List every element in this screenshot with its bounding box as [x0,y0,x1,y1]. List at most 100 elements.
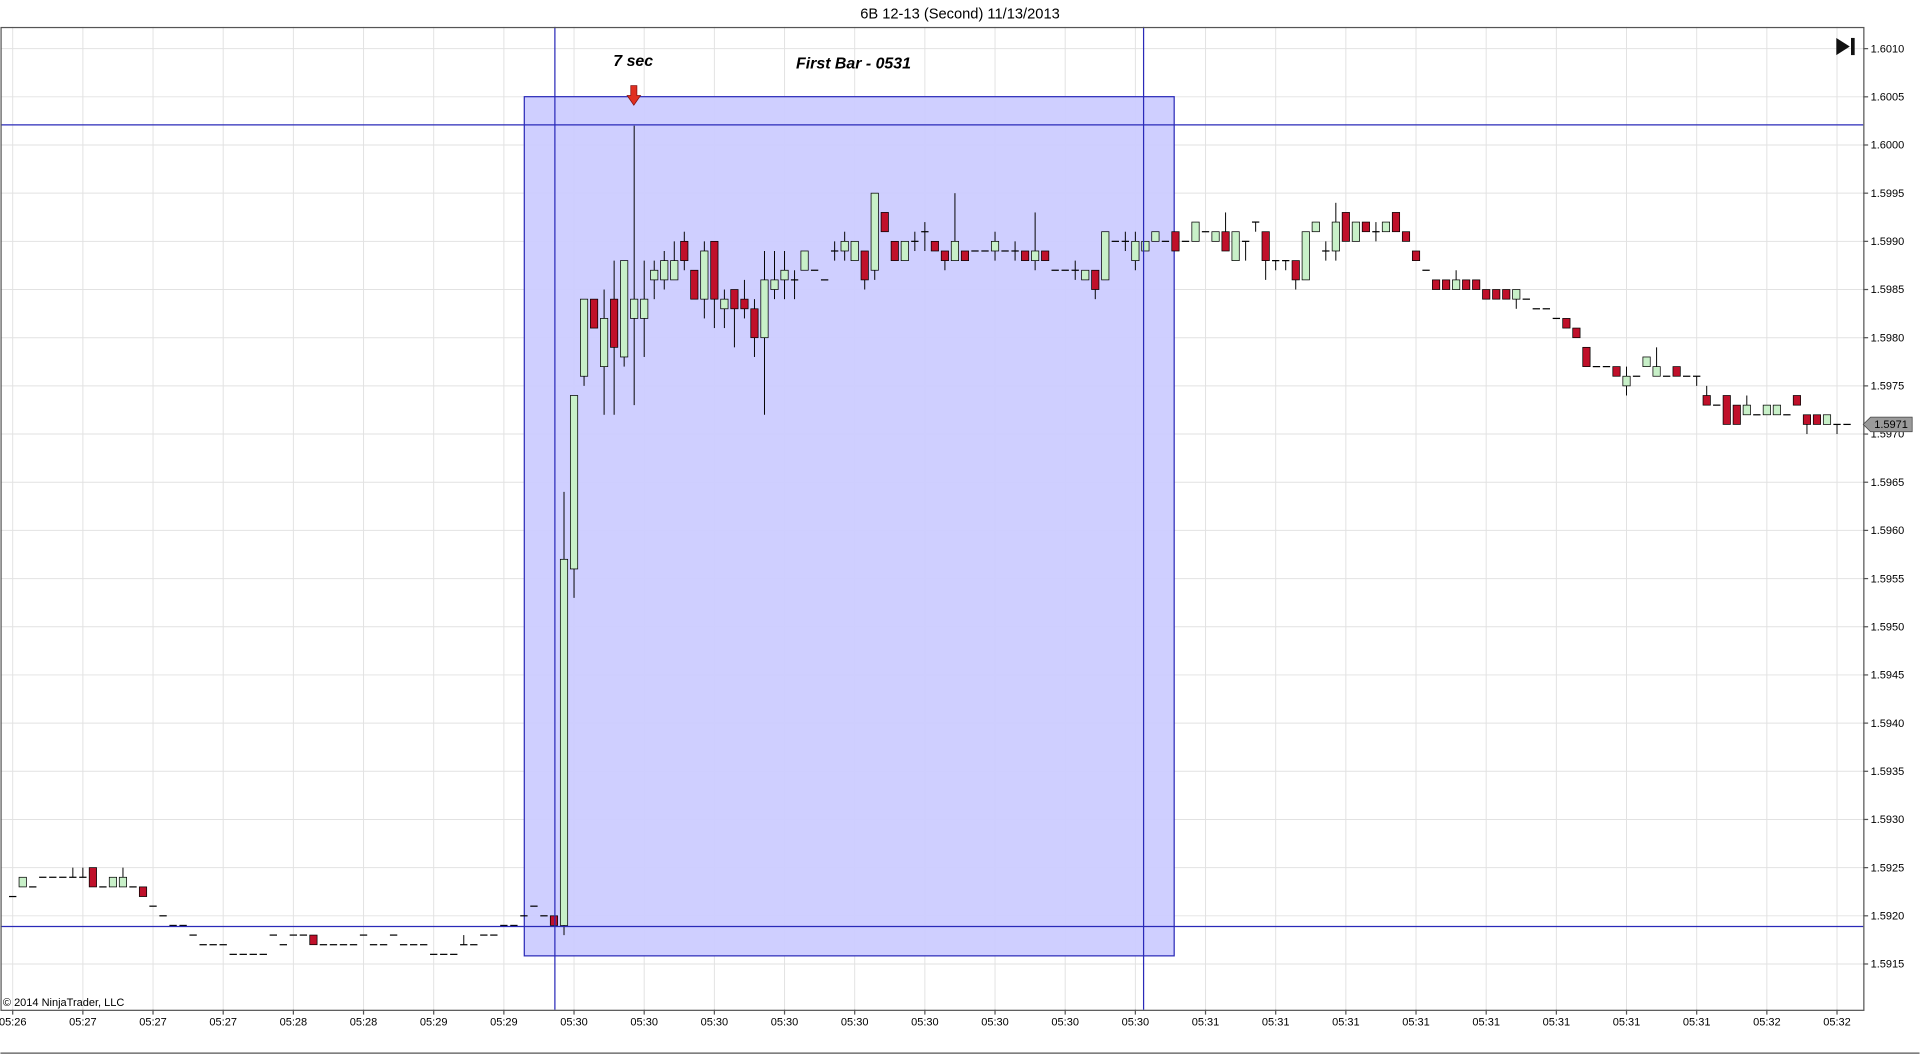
y-tick-label: 1.5980 [1871,332,1905,344]
y-tick-label: 1.5985 [1871,284,1905,296]
y-tick-label: 1.5935 [1871,766,1905,778]
candle-body [620,260,629,358]
x-tick-label: 05:31 [1192,1017,1220,1029]
candle-body [569,395,579,570]
candle-body [1351,221,1360,242]
x-tick-label: 05:31 [1613,1017,1641,1029]
candle-body [1432,279,1441,290]
candle-body [1562,318,1571,329]
candle-body [1361,221,1370,233]
shaded-rectangle [523,96,1175,957]
candle-body [108,876,117,888]
last-price-tag [1862,416,1913,433]
x-tick-label: 05:32 [1753,1017,1781,1029]
candle-body [1411,250,1421,261]
copyright: © 2014 NinjaTrader, LLC [3,997,124,1009]
candle-body [549,915,559,926]
candle-body [1482,289,1491,300]
x-tick-label: 05:30 [1051,1017,1079,1029]
candle-body [1301,231,1310,281]
candle-body [1492,289,1501,300]
candle-body [780,269,789,281]
candles [9,125,1851,955]
candle-body [660,260,669,281]
x-tick-label: 05:30 [841,1017,869,1029]
candle-body [1171,231,1180,252]
candle-body [880,212,889,233]
candle-body [1391,212,1401,233]
candle-body [1502,289,1511,300]
x-tick-label: 05:27 [209,1017,237,1029]
y-tick-label: 1.5990 [1871,236,1905,248]
candle-body [1442,279,1451,290]
last-price-label: 1.5971 [1874,419,1908,431]
candle-body [1452,279,1461,290]
candle-body [1622,375,1631,387]
candle-body [1822,414,1832,425]
candle-body [1572,327,1581,339]
candle-body [559,558,569,926]
scroll-end-button[interactable] [1836,37,1855,56]
candle-body [1722,395,1731,425]
x-tick-label: 05:29 [420,1017,448,1029]
y-tick-label: 1.6010 [1871,43,1905,55]
candle-body [1512,289,1521,300]
x-tick-label: 05:27 [139,1017,167,1029]
candle-body [650,269,659,281]
candle-body [900,240,909,261]
play-icon[interactable] [1836,37,1850,56]
y-tick-label: 1.6005 [1871,91,1905,103]
candle-body [1091,269,1100,290]
candle-body [580,298,589,377]
candle-body [1792,395,1801,406]
chart-title: 6B 12-13 (Second) 11/13/2013 [860,6,1060,22]
bar-icon[interactable] [1850,37,1855,56]
x-tick-label: 05:30 [911,1017,939,1029]
candle-body [870,192,879,271]
arrow-marker [626,85,642,106]
x-tick-label: 05:31 [1472,1017,1500,1029]
plot-frame [0,26,1865,1011]
y-tick-label: 1.6000 [1871,140,1905,152]
candle-body [600,318,609,367]
candle-body [930,240,939,252]
candle-body [309,934,318,946]
candle-body [1151,231,1160,242]
candle-body [1041,250,1050,261]
candle-body [1221,231,1230,252]
drawing-objects [523,96,1175,957]
candle-body [1652,366,1661,377]
x-tick-label: 05:31 [1683,1017,1711,1029]
candle-body [1101,231,1110,281]
candle-body [1191,221,1200,242]
y-tick-label: 1.5950 [1871,621,1905,633]
y-tick-label: 1.5930 [1871,814,1905,826]
candle-body [1642,356,1651,367]
candle-body [1231,231,1240,261]
x-tick-label: 05:30 [981,1017,1009,1029]
candle-body [1291,260,1300,281]
candle-body [710,240,719,300]
x-tick-label: 05:26 [0,1017,26,1029]
x-tick-label: 05:28 [280,1017,308,1029]
candle-body [1261,231,1270,261]
y-tick-label: 1.5955 [1871,573,1905,585]
y-tick-label: 1.5920 [1871,910,1905,922]
candle-body [1762,404,1771,416]
candle-body [1742,404,1751,416]
candle-body [1472,279,1481,290]
candle-body [720,298,729,310]
candle-body [118,876,128,888]
candle-body [690,269,699,300]
x-tick-label: 05:30 [701,1017,729,1029]
candle-body [138,886,148,897]
candle-body [630,298,639,319]
y-tick-label: 1.5995 [1871,188,1905,200]
candle-body [1331,221,1340,252]
annotation: 7 sec [613,53,653,70]
candle-body [1462,279,1471,290]
y-tick-label: 1.5975 [1871,381,1905,393]
candle-body [1802,414,1811,425]
x-tick-label: 05:31 [1543,1017,1571,1029]
candle-body [1211,231,1220,242]
